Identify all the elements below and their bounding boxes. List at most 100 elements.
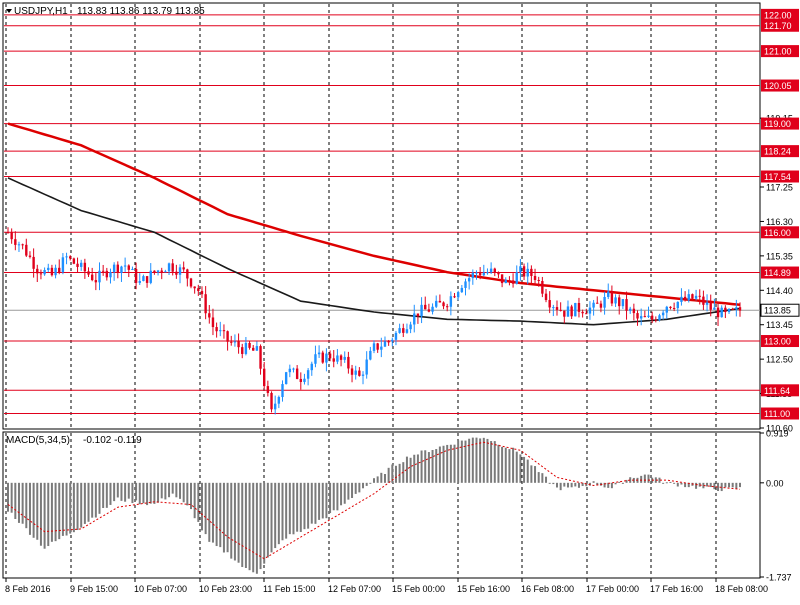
candle-bear [596, 302, 599, 304]
macd-histogram-bar [358, 482, 361, 493]
candle-bear [14, 239, 17, 245]
macd-histogram-bar [105, 482, 108, 508]
macd-histogram-bar [343, 482, 346, 504]
candle-bear [248, 342, 251, 348]
y-tick-label: 110.60 [766, 424, 793, 434]
candle-bull [574, 302, 577, 317]
macd-histogram-bar [387, 467, 390, 483]
candle-bear [259, 346, 262, 369]
candle-bear [522, 266, 526, 277]
macd-histogram-bar [321, 482, 324, 519]
x-tick-label: 17 Feb 00:00 [586, 584, 639, 594]
macd-histogram-bar [318, 482, 321, 520]
macd-histogram-bar [310, 482, 313, 524]
candle-bear [215, 327, 218, 332]
level-price-tag [761, 8, 799, 21]
candle-bear [83, 262, 87, 272]
macd-histogram-bar [14, 482, 17, 519]
candle-bull [680, 296, 683, 302]
macd-histogram-bar [380, 472, 383, 483]
macd-histogram-bar [552, 482, 555, 485]
x-tick-label: 17 Feb 16:00 [650, 584, 703, 594]
candle-bear [72, 258, 76, 264]
candle-bear [709, 302, 712, 310]
macd-histogram-bar [351, 482, 354, 498]
candle-bear [442, 302, 445, 307]
candle-bull [515, 272, 518, 284]
macd-histogram-bar [673, 482, 676, 484]
macd-histogram-bar [530, 465, 533, 483]
macd-histogram-bar [127, 482, 130, 499]
candle-bear [424, 304, 427, 310]
collapse-triangle-icon[interactable] [6, 9, 12, 13]
candle-bull [361, 374, 365, 376]
macd-histogram-bar [724, 482, 727, 488]
candle-bull [720, 307, 723, 318]
macd-histogram-bar [413, 454, 416, 483]
candle-bear [453, 296, 456, 298]
candle-bull [233, 341, 237, 343]
level-price-label: 111.00 [764, 409, 790, 419]
macd-histogram-bar [720, 482, 723, 492]
macd-histogram-bar [157, 482, 160, 503]
level-price-tag [761, 170, 799, 183]
level-price-label: 121.70 [764, 21, 792, 31]
candle-bear [358, 370, 361, 376]
level-price-tag [761, 79, 799, 92]
candle-bear [493, 268, 496, 272]
candle-bear [669, 306, 672, 308]
candle-bear [716, 307, 720, 318]
macd-histogram-bar [409, 457, 412, 483]
candle-bear [416, 313, 420, 317]
level-price-label: 113.00 [764, 337, 791, 347]
macd-histogram-bar [54, 482, 57, 542]
macd-histogram-bar [25, 482, 28, 529]
macd-y-tick-label: 0.919 [766, 429, 789, 439]
candle-bull [398, 328, 401, 333]
macd-histogram-bar [475, 437, 478, 483]
macd-signal-line [7, 441, 741, 560]
macd-histogram-bar [244, 482, 247, 569]
candle-bull [123, 265, 127, 267]
macd-histogram-bar [545, 476, 548, 483]
candle-bear [530, 268, 533, 276]
macd-histogram-bar [446, 444, 449, 483]
macd-histogram-bar [706, 482, 709, 487]
macd-histogram-bar [574, 482, 577, 487]
candle-bear [222, 330, 226, 332]
macd-histogram-bar [570, 482, 573, 488]
macd-histogram-bar [87, 482, 90, 522]
macd-histogram-bar [566, 482, 569, 488]
candle-bull [65, 256, 68, 258]
x-tick-label: 15 Feb 00:00 [392, 584, 445, 594]
macd-histogram-bar [204, 482, 207, 535]
candle-bear [204, 294, 207, 314]
macd-histogram-bar [676, 482, 679, 487]
macd-histogram-bar [270, 482, 273, 553]
macd-histogram-bar [149, 482, 152, 504]
candle-bull [394, 332, 398, 340]
macd-histogram-bar [124, 482, 127, 502]
macd-histogram-bar [200, 482, 203, 531]
macd-histogram-bar [383, 474, 386, 483]
candle-bull [467, 278, 471, 282]
macd-histogram-bar [556, 482, 558, 488]
y-tick-label: 116.30 [766, 217, 793, 227]
macd-histogram-bar [607, 482, 610, 488]
macd-histogram-bar [442, 445, 445, 483]
candle-bear [189, 278, 193, 287]
macd-histogram-bar [32, 482, 35, 538]
macd-histogram-bar [471, 437, 474, 483]
macd-histogram-bar [713, 482, 716, 490]
candle-bull [369, 350, 372, 360]
candle-bull [288, 368, 292, 373]
candle-bear [200, 291, 204, 295]
candle-bear [25, 244, 28, 256]
macd-histogram-bar [731, 482, 734, 488]
candle-bear [21, 244, 24, 246]
level-price-label: 120.05 [764, 81, 792, 91]
candle-bull [391, 339, 394, 342]
candle-bear [585, 313, 588, 315]
candle-bull [317, 352, 321, 355]
